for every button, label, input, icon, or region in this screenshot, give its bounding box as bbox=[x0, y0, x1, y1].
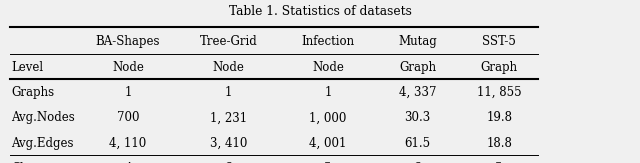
Text: 5: 5 bbox=[495, 162, 503, 163]
Text: 4: 4 bbox=[124, 162, 132, 163]
Text: Graph: Graph bbox=[399, 61, 436, 74]
Text: Table 1. Statistics of datasets: Table 1. Statistics of datasets bbox=[228, 5, 412, 18]
Text: 3, 410: 3, 410 bbox=[210, 137, 248, 149]
Text: 61.5: 61.5 bbox=[404, 137, 431, 149]
Text: 2: 2 bbox=[225, 162, 232, 163]
Text: 1, 000: 1, 000 bbox=[309, 111, 347, 124]
Text: 4, 337: 4, 337 bbox=[399, 86, 436, 99]
Text: Avg.Nodes: Avg.Nodes bbox=[12, 111, 76, 124]
Text: Node: Node bbox=[312, 61, 344, 74]
Text: Avg.Edges: Avg.Edges bbox=[12, 137, 74, 149]
Text: 2: 2 bbox=[414, 162, 421, 163]
Text: Level: Level bbox=[12, 61, 44, 74]
Text: Tree-Grid: Tree-Grid bbox=[200, 36, 258, 48]
Text: Graph: Graph bbox=[481, 61, 518, 74]
Text: 1: 1 bbox=[225, 86, 232, 99]
Text: Infection: Infection bbox=[301, 36, 355, 48]
Text: 19.8: 19.8 bbox=[486, 111, 512, 124]
Text: Classes: Classes bbox=[12, 162, 56, 163]
Text: 5: 5 bbox=[324, 162, 332, 163]
Text: 1, 231: 1, 231 bbox=[210, 111, 248, 124]
Text: BA-Shapes: BA-Shapes bbox=[96, 36, 160, 48]
Text: SST-5: SST-5 bbox=[483, 36, 516, 48]
Text: 4, 001: 4, 001 bbox=[309, 137, 347, 149]
Text: 700: 700 bbox=[116, 111, 140, 124]
Text: Graphs: Graphs bbox=[12, 86, 54, 99]
Text: 1: 1 bbox=[124, 86, 132, 99]
Text: 4, 110: 4, 110 bbox=[109, 137, 147, 149]
Text: 1: 1 bbox=[324, 86, 332, 99]
Text: Node: Node bbox=[112, 61, 144, 74]
Text: Node: Node bbox=[213, 61, 244, 74]
Text: 30.3: 30.3 bbox=[404, 111, 431, 124]
Text: 11, 855: 11, 855 bbox=[477, 86, 522, 99]
Text: Mutag: Mutag bbox=[398, 36, 437, 48]
Text: 18.8: 18.8 bbox=[486, 137, 512, 149]
